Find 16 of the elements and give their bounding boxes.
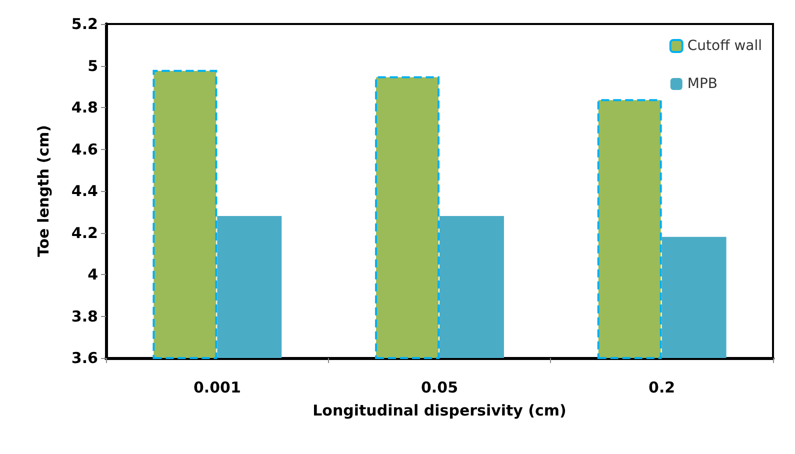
y-tick-label: 4.8 bbox=[71, 98, 98, 116]
x-tick-label: 0.05 bbox=[420, 378, 458, 396]
y-tick-label: 5.2 bbox=[71, 15, 98, 33]
legend-label: MPB bbox=[687, 76, 718, 92]
y-tick-label: 4.4 bbox=[71, 182, 98, 200]
y-tick-label: 4 bbox=[88, 266, 98, 284]
legend-label: Cutoff wall bbox=[687, 38, 762, 54]
y-tick-label: 4.6 bbox=[71, 140, 98, 158]
y-tick-label: 4.2 bbox=[71, 224, 98, 242]
x-tick-label: 0.2 bbox=[648, 378, 676, 396]
y-tick-label: 3.8 bbox=[71, 307, 98, 326]
y-tick-label: 5 bbox=[88, 56, 98, 75]
y-axis-title: Toe length (cm) bbox=[34, 125, 52, 257]
x-tick-label: 0.001 bbox=[193, 378, 241, 396]
x-axis-title: Longitudinal dispersivity (cm) bbox=[312, 402, 566, 420]
y-tick-label: 3.6 bbox=[71, 349, 98, 367]
